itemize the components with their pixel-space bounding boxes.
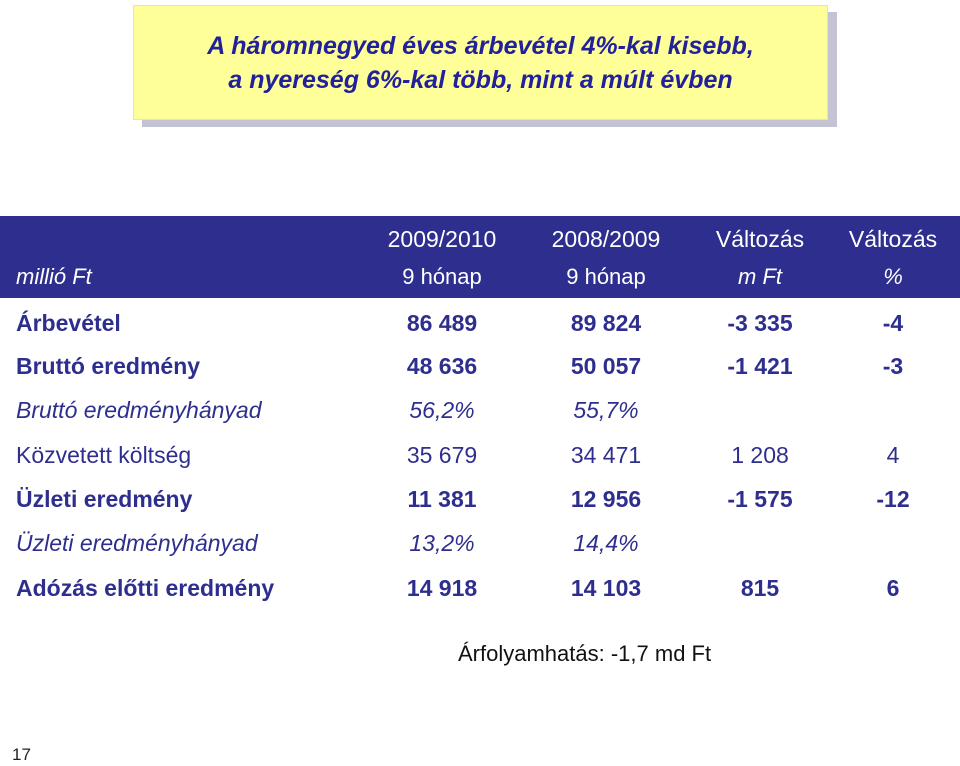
column-header-2-top: 2008/2009	[551, 226, 661, 252]
table-row-brutto-eredmenyhanyad: Bruttó eredményhányad 56,2% 55,7%	[0, 389, 960, 429]
cell-value: 11 381	[407, 486, 477, 512]
table-row-brutto-eredmeny: Bruttó eredmény 48 636 50 057 -1 421 -3	[0, 345, 960, 385]
cell-value: 89 824	[570, 310, 642, 336]
row-label: Üzleti eredmény	[16, 486, 193, 512]
row-label: Bruttó eredmény	[16, 353, 201, 379]
cell-value: -1 421	[727, 353, 793, 379]
row-label: Árbevétel	[16, 310, 121, 336]
cell-value: 35 679	[406, 442, 478, 468]
title-line-1: A háromnegyed éves árbevétel 4%-kal kise…	[207, 31, 754, 60]
column-header-3-top: Változás	[715, 226, 805, 252]
column-header-2-bottom: 9 hónap	[566, 264, 646, 289]
column-header-3-bottom: m Ft	[738, 264, 782, 289]
cell-value: 4	[886, 442, 900, 468]
table-row-adozas-elotti-eredmeny: Adózás előtti eredmény 14 918 14 103 815…	[0, 567, 960, 607]
unit-label: millió Ft	[16, 264, 92, 289]
cell-value: 815	[740, 575, 780, 601]
title-line-2: a nyereség 6%-kal több, mint a múlt évbe…	[228, 65, 733, 94]
cell-value: 13,2%	[409, 530, 475, 556]
table-header: millió Ft 2009/2010 9 hónap 2008/2009 9 …	[0, 216, 960, 298]
cell-value: 48 636	[406, 353, 478, 379]
cell-value: -1 575	[727, 486, 793, 512]
cell-value: 86 489	[406, 310, 478, 336]
table-row-uzleti-eredmeny: Üzleti eredmény 11 381 12 956 -1 575 -12	[0, 478, 960, 518]
cell-value: -12	[876, 486, 910, 512]
cell-value: 14 103	[570, 575, 642, 601]
cell-value: -4	[882, 310, 904, 336]
title-box: A háromnegyed éves árbevétel 4%-kal kise…	[133, 5, 828, 120]
page-number: 17	[12, 745, 31, 764]
row-label: Bruttó eredményhányad	[16, 397, 262, 423]
cell-value: -3 335	[727, 310, 793, 336]
table-row-uzleti-eredmenyhanyad: Üzleti eredményhányad 13,2% 14,4%	[0, 522, 960, 562]
cell-value: 56,2%	[409, 397, 475, 423]
cell-value: -3	[882, 353, 904, 379]
column-header-1-bottom: 9 hónap	[402, 264, 482, 289]
cell-value: 1 208	[731, 442, 789, 468]
row-label: Közvetett költség	[16, 442, 192, 468]
cell-value: 14,4%	[573, 530, 639, 556]
column-header-4-bottom: %	[883, 264, 903, 289]
cell-value: 34 471	[570, 442, 642, 468]
cell-value: 12 956	[570, 486, 642, 512]
cell-value: 14 918	[406, 575, 478, 601]
column-header-1-top: 2009/2010	[387, 226, 497, 252]
cell-value: 50 057	[570, 353, 642, 379]
table-row-arbevetel: Árbevétel 86 489 89 824 -3 335 -4	[0, 302, 960, 342]
cell-value: 6	[886, 575, 900, 601]
row-label: Adózás előtti eredmény	[16, 575, 275, 601]
table-row-kozvetett-koltseg: Közvetett költség 35 679 34 471 1 208 4	[0, 434, 960, 474]
exchange-rate-note: Árfolyamhatás: -1,7 md Ft	[458, 641, 712, 666]
cell-value: 55,7%	[573, 397, 639, 423]
row-label: Üzleti eredményhányad	[16, 530, 258, 556]
column-header-4-top: Változás	[848, 226, 938, 252]
